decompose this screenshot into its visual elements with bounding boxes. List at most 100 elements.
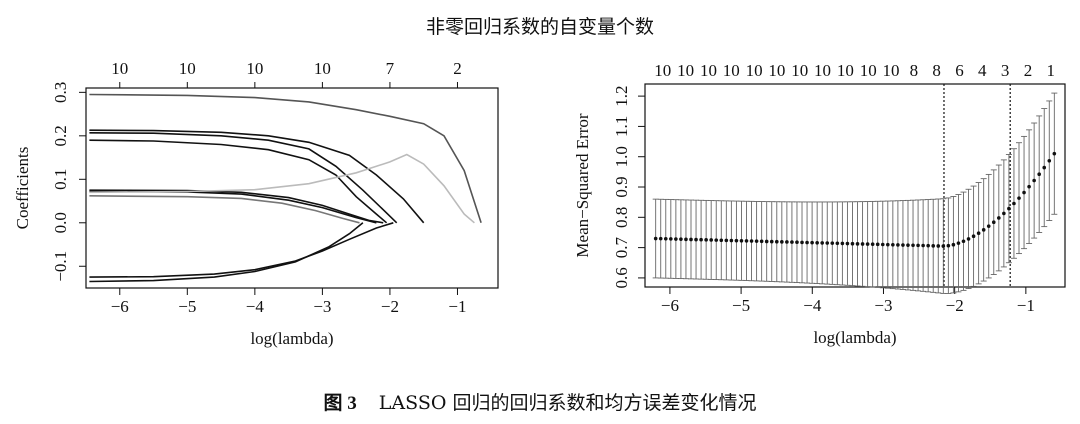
mse-point [785,240,789,244]
mse-point [699,237,703,242]
mse-point [875,242,880,247]
mse-point [906,243,910,247]
x-tick-label: −5 [732,296,750,315]
coefficient-path-1 [89,93,482,224]
mse-point [946,243,951,248]
top-tick-label: 10 [860,61,877,80]
mse-point [825,241,830,245]
top-axis-title: 非零回归系数的自变量个数 [425,16,654,38]
mse-point [749,239,754,243]
mse-point [860,242,865,246]
mse-point [759,239,764,244]
figure-caption: 图 3 LASSO 回归的回归系数和均方误差变化情况 [0,388,1080,415]
mse-point [674,237,678,241]
y-tick-label: 0.3 [51,82,70,103]
top-tick-label: 10 [814,61,831,80]
x-tick-label: −3 [874,296,892,315]
top-tick-label: 10 [654,61,671,80]
mse-point [709,238,713,242]
top-tick-label: 1 [1047,61,1056,80]
top-tick-label: 2 [453,59,462,78]
mse-point [684,237,688,242]
top-tick-label: 8 [910,61,919,80]
mse-point [845,241,850,246]
mse-point [855,242,860,246]
y-tick-label: 1.1 [612,116,631,137]
mse-point [744,239,749,243]
mse-point [815,240,819,245]
mse-point [734,238,739,243]
top-tick-label: 6 [955,61,964,80]
mse-point [936,244,941,248]
coefficient-path-2 [89,129,425,224]
mse-point [780,240,784,244]
mse-point [1022,190,1026,195]
mse-point [986,224,991,228]
mse-point [658,236,663,241]
mse-point [901,243,905,247]
mse-point [830,241,835,245]
plot-frame [644,83,1066,288]
y-tick-label: 1.0 [612,146,631,167]
x-tick-label: −4 [803,296,822,315]
x-tick-label: −2 [946,296,964,315]
mse-point [870,242,875,247]
mse-point [669,237,673,241]
mse-point [719,238,724,243]
mse-point [926,243,930,248]
mse-point [729,238,734,243]
mse-point [679,237,683,241]
coefficient-path-9 [89,222,394,278]
caption-text: LASSO 回归的回归系数和均方误差变化情况 [378,392,757,414]
mse-point [694,237,698,242]
mse-point [724,238,729,243]
mse-point [653,236,658,241]
top-tick-label: 3 [1001,61,1010,80]
mse-point [966,237,971,241]
mse-point [1047,158,1052,163]
mse-point [689,237,693,242]
mse-point [714,238,719,242]
coefficient-path-3 [89,132,398,224]
mse-point [880,242,885,247]
mse-point [754,239,759,243]
mse-point [1032,178,1036,183]
mse-point [1027,184,1031,189]
y-tick-label: 0.7 [612,236,631,258]
top-tick-label: 10 [746,61,763,80]
mse-point [1037,172,1041,176]
mse-point [1052,151,1057,156]
top-tick-label: 10 [677,61,694,80]
mse-point [991,220,996,225]
top-tick-label: 10 [723,61,740,80]
top-tick-label: 10 [111,59,128,78]
x-axis-label: log(lambda) [250,329,333,348]
y-tick-label: −0.1 [51,251,70,282]
mse-point [800,240,804,245]
mse-point [739,238,744,243]
mse-point [921,243,925,248]
top-tick-label: 10 [700,61,717,80]
y-tick-label: 1.2 [612,85,631,106]
mse-point [997,216,1001,220]
mse-point [805,240,809,245]
mse-point [663,236,668,241]
x-tick-label: −5 [178,297,196,316]
mse-point [790,240,794,244]
mse-point [896,243,900,247]
top-tick-label: 10 [768,61,785,80]
mse-point [704,238,708,242]
mse-point [981,228,986,232]
y-tick-label: 0.6 [612,267,631,288]
mse-point [956,241,961,245]
coefficient-path-8 [89,153,475,224]
x-tick-label: −6 [111,297,129,316]
x-tick-label: −1 [1017,296,1035,315]
mse-point [911,243,915,248]
coefficient-path-4 [89,139,388,224]
mse-point [961,239,966,244]
mse-point [840,241,845,246]
mse-point [1012,201,1016,206]
x-tick-label: −1 [448,297,466,316]
